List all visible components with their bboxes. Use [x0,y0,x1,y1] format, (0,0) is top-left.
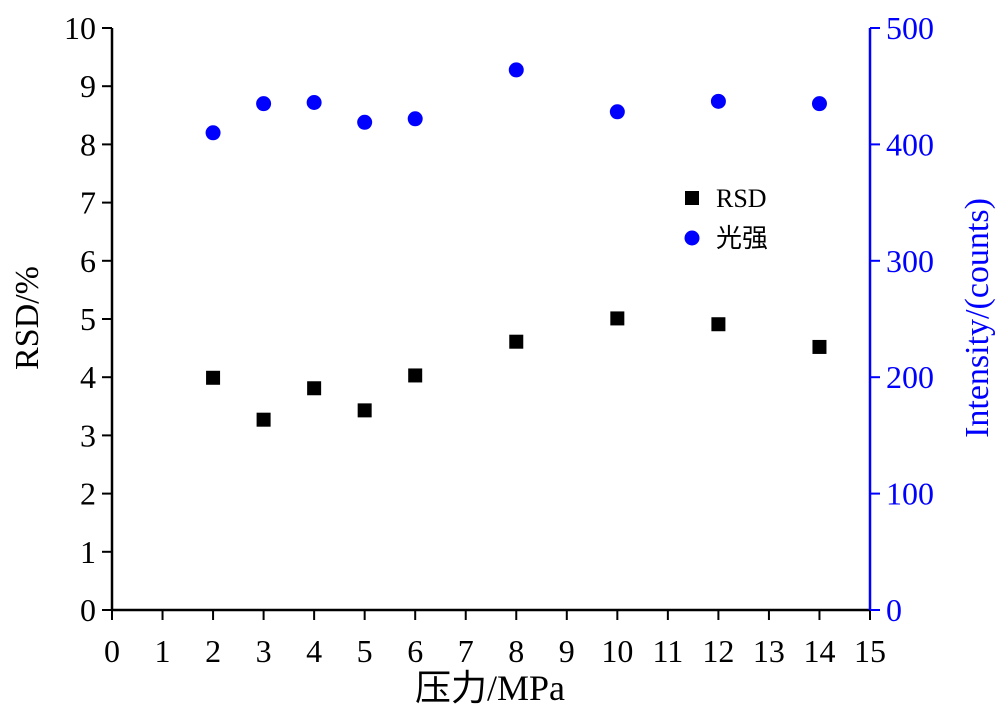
x-tick-label: 10 [601,633,633,669]
left-y-tick-label: 2 [80,476,96,512]
left-y-tick-label: 7 [80,185,96,221]
x-tick-label: 14 [803,633,835,669]
legend-marker-intensity [684,230,700,246]
rsd-data-point [357,403,372,418]
left-y-axis-label: RSD/% [9,266,46,370]
legend-label-intensity: 光强 [716,224,768,253]
left-y-tick-label: 8 [80,126,96,162]
rsd-data-point [610,311,625,326]
intensity-data-point [205,125,221,141]
x-tick-label: 1 [155,633,171,669]
x-axis-label: 压力/MPa [415,668,565,708]
right-y-tick-label: 400 [886,126,934,162]
legend: RSD 光强 [684,184,768,253]
x-tick-label: 0 [104,633,120,669]
legend-label-rsd: RSD [716,184,767,213]
data-marks-group [205,62,827,427]
x-tick-label: 3 [256,633,272,669]
x-tick-label: 12 [702,633,734,669]
left-y-tick-label: 1 [80,534,96,570]
intensity-data-point [256,96,272,112]
x-tick-label: 15 [854,633,886,669]
intensity-data-point [811,96,827,112]
intensity-data-point [357,114,373,130]
intensity-data-point [407,111,423,127]
ticks-group: 0 1 2 3 4 5 6 7 8 9 10 11 12 13 14 15012345678910010020… [64,10,934,669]
left-y-tick-label: 0 [80,592,96,628]
rsd-data-point [256,412,271,427]
x-tick-label: 4 [306,633,322,669]
intensity-data-point [710,93,726,109]
right-y-tick-label: 200 [886,359,934,395]
rsd-data-point [408,368,423,383]
right-y-tick-label: 500 [886,10,934,46]
left-y-tick-label: 9 [80,68,96,104]
x-tick-label: 5 [357,633,373,669]
rsd-data-point [711,317,726,332]
left-y-tick-label: 4 [80,359,96,395]
right-y-tick-label: 300 [886,243,934,279]
left-y-tick-label: 3 [80,417,96,453]
x-tick-label: 7 [458,633,474,669]
x-tick-label: 9 [559,633,575,669]
x-tick-label: 8 [508,633,524,669]
rsd-data-point [812,339,827,354]
x-tick-label: 13 [753,633,785,669]
intensity-data-point [306,94,322,110]
x-tick-label: 11 [652,633,683,669]
rsd-data-point [307,381,322,396]
legend-marker-rsd [685,191,699,205]
rsd-data-point [509,334,524,349]
right-y-axis-label: Intensity/(counts) [959,198,996,438]
intensity-data-point [508,62,524,78]
right-y-tick-label: 100 [886,476,934,512]
intensity-data-point [609,104,625,120]
x-tick-label: 6 [407,633,423,669]
left-y-tick-label: 6 [80,243,96,279]
axes-group [110,28,872,612]
x-tick-label: 2 [205,633,221,669]
rsd-data-point [206,370,221,385]
left-y-tick-label: 10 [64,10,96,46]
right-y-tick-label: 0 [886,592,902,628]
left-y-tick-label: 5 [80,301,96,337]
